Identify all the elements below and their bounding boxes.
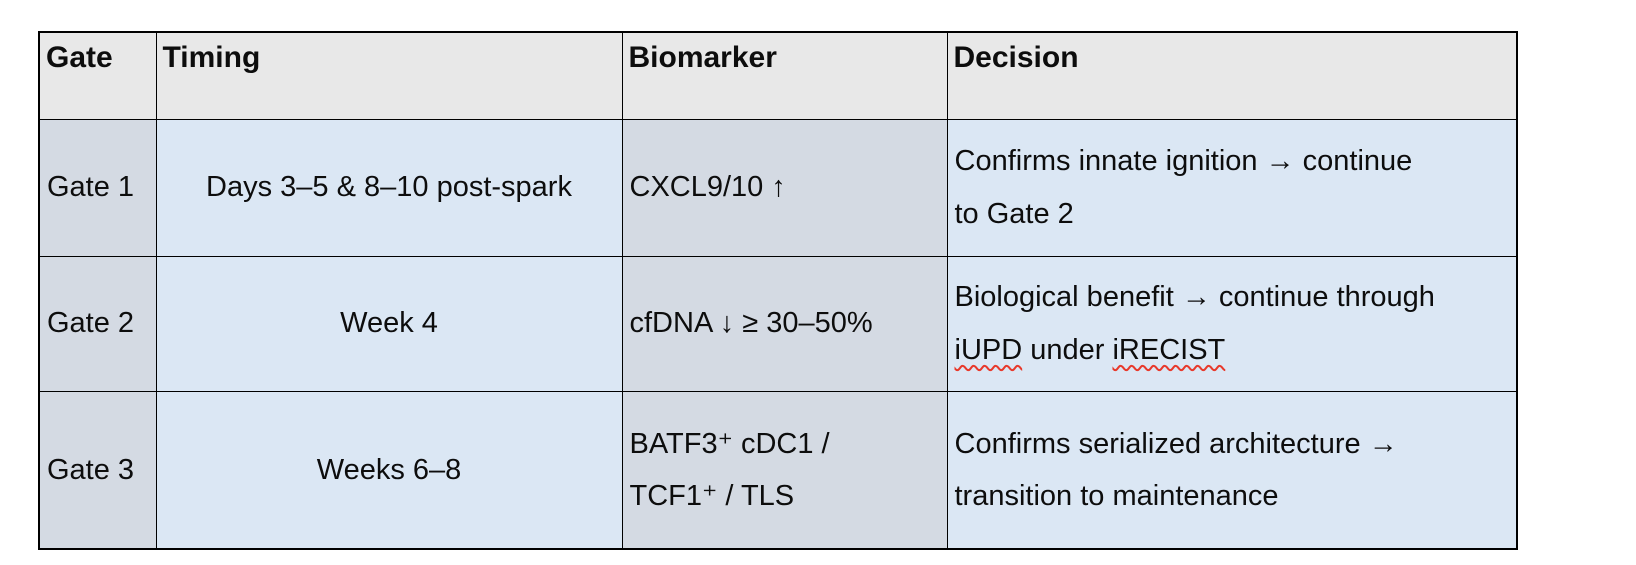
col-header-decision: Decision xyxy=(946,31,1518,120)
clinical-gating-table: Gate Timing Biomarker Decision Gate 1 Da… xyxy=(38,31,1518,550)
table-row-gate-3: Gate 3 Weeks 6–8 BATF3⁺ cDC1 / TCF1⁺ / T… xyxy=(38,390,1518,550)
decision-line: transition to maintenance xyxy=(954,479,1279,512)
misspelled-word: iUPD xyxy=(954,333,1023,366)
decision-text: under xyxy=(1022,333,1113,366)
cell-gate-1-timing: Days 3–5 & 8–10 post-spark xyxy=(155,118,623,257)
decision-line: to Gate 2 xyxy=(954,197,1074,230)
cell-gate-2-label: Gate 2 xyxy=(38,255,157,392)
cell-gate-1-decision: Confirms innate ignition → continue to G… xyxy=(946,118,1518,257)
col-header-gate: Gate xyxy=(38,31,157,120)
biomarker-line: TCF1⁺ / TLS xyxy=(629,479,795,512)
decision-line: Confirms innate ignition → continue xyxy=(954,145,1413,178)
decision-line: iUPD under iRECIST xyxy=(955,324,1510,376)
cell-gate-2-decision: Biological benefit → continue through iU… xyxy=(946,255,1518,392)
cell-gate-3-timing: Weeks 6–8 xyxy=(155,390,623,550)
cell-gate-2-timing: Week 4 xyxy=(155,255,623,392)
cell-gate-3-label: Gate 3 xyxy=(38,390,157,550)
cell-gate-1-biomarker: CXCL9/10 ↑ xyxy=(621,118,948,257)
cell-gate-2-biomarker: cfDNA ↓ ≥ 30–50% xyxy=(621,255,948,392)
col-header-biomarker: Biomarker xyxy=(621,31,948,120)
biomarker-line: BATF3⁺ cDC1 / xyxy=(629,427,830,460)
cell-gate-1-label: Gate 1 xyxy=(38,118,157,257)
cell-gate-3-biomarker: BATF3⁺ cDC1 / TCF1⁺ / TLS xyxy=(621,390,948,550)
col-header-timing: Timing xyxy=(155,31,623,120)
table-header-row: Gate Timing Biomarker Decision xyxy=(38,31,1518,120)
decision-line: Confirms serialized architecture → xyxy=(954,427,1398,460)
decision-line: Biological benefit → continue through xyxy=(954,281,1435,314)
cell-gate-3-decision: Confirms serialized architecture → trans… xyxy=(946,390,1518,550)
table-row-gate-1: Gate 1 Days 3–5 & 8–10 post-spark CXCL9/… xyxy=(38,118,1518,257)
misspelled-word: iRECIST xyxy=(1112,333,1226,366)
table-row-gate-2: Gate 2 Week 4 cfDNA ↓ ≥ 30–50% Biologica… xyxy=(38,255,1518,392)
